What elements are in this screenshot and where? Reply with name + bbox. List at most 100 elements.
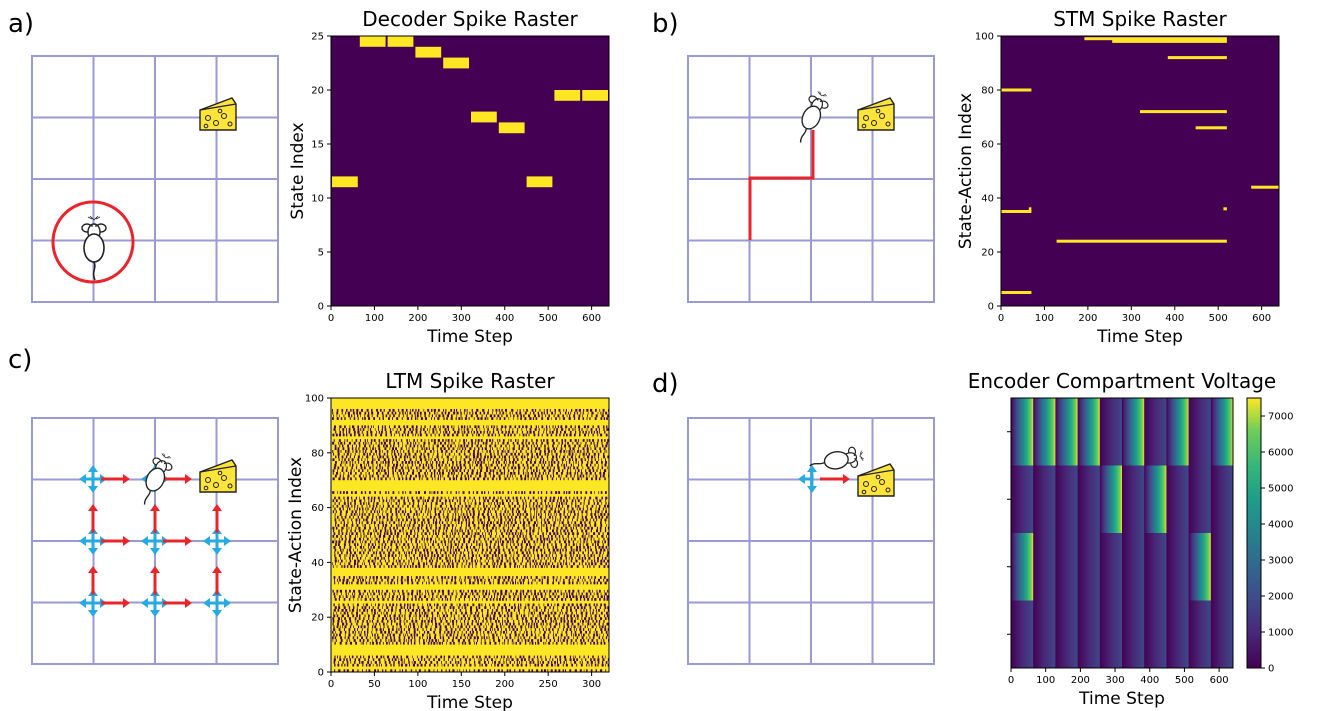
spike-gap <box>488 633 490 637</box>
spike-gap <box>367 496 370 500</box>
spike-gap <box>351 439 353 442</box>
spike-gap <box>365 578 367 582</box>
spike-gap <box>542 535 544 538</box>
spike-gap <box>579 655 581 659</box>
spike-gap <box>374 581 377 585</box>
spike-gap <box>508 548 511 552</box>
spike-gap <box>508 608 511 612</box>
spike-gap <box>403 639 405 642</box>
spike-gap <box>351 491 353 494</box>
spike-gap <box>598 491 600 494</box>
spike-gap <box>391 513 394 516</box>
spike-gap <box>522 507 524 511</box>
spike-gap <box>418 669 421 672</box>
spike-gap <box>494 510 497 514</box>
spike-gap <box>338 532 340 535</box>
spike-gap <box>359 513 361 516</box>
spike-gap <box>475 474 477 478</box>
spike-gap <box>439 630 441 634</box>
spike-gap <box>354 658 356 662</box>
spike-gap <box>567 518 569 522</box>
spike-gap <box>391 611 392 615</box>
spike-gap <box>497 663 500 667</box>
spike-gap <box>425 507 427 511</box>
spike-gap <box>400 628 403 631</box>
spike-gap <box>597 452 600 456</box>
spike-gap <box>411 661 413 664</box>
spike-gap <box>439 636 442 640</box>
spike-gap <box>559 611 561 615</box>
spike-gap <box>473 524 476 527</box>
spike-gap <box>456 551 458 555</box>
spike-gap <box>450 504 452 508</box>
spike-gap <box>596 526 599 530</box>
spike-gap <box>334 518 337 522</box>
spike-gap <box>549 526 551 530</box>
spike-gap <box>503 661 505 664</box>
spike-gap <box>523 526 526 530</box>
spike-gap <box>545 655 547 659</box>
spike-gap <box>585 611 588 615</box>
spike-gap <box>367 507 369 511</box>
spike-gap <box>562 461 563 464</box>
spike-gap <box>492 603 495 607</box>
spike-gap <box>570 510 573 514</box>
spike-gap <box>399 562 401 566</box>
spike-gap <box>466 444 469 448</box>
spike-gap <box>516 507 519 511</box>
spike-gap <box>541 625 543 629</box>
spike-gap <box>348 633 351 637</box>
spike-gap <box>374 540 376 544</box>
spike-gap <box>478 658 480 662</box>
spike-gap <box>482 592 484 596</box>
spike-gap <box>544 606 547 609</box>
spike-gap <box>478 524 480 527</box>
spike-gap <box>358 529 361 533</box>
spike-gap <box>473 658 475 662</box>
spike-gap <box>332 589 334 593</box>
spike-gap <box>416 543 418 546</box>
spike-gap <box>436 444 439 448</box>
spike-gap <box>443 548 445 552</box>
spike-gap <box>546 532 547 535</box>
spike-gap <box>425 661 428 664</box>
spike-gap <box>433 556 435 560</box>
spike-gap <box>520 614 523 618</box>
spike-gap <box>403 559 405 563</box>
spike-gap <box>511 466 514 470</box>
spike-gap <box>334 551 336 555</box>
spike-gap <box>344 540 347 544</box>
spike-gap <box>345 469 348 472</box>
spike-gap <box>586 461 589 464</box>
spike-gap <box>544 614 547 618</box>
spike-gap <box>575 639 577 642</box>
spike-gap <box>463 540 466 544</box>
spike-gap <box>363 532 365 535</box>
spike-gap <box>587 548 589 552</box>
spike-gap <box>593 537 595 541</box>
spike-gap <box>536 510 538 514</box>
spike-gap <box>498 474 501 478</box>
spike-gap <box>440 655 443 659</box>
spike-gap <box>490 548 493 552</box>
spike-gap <box>552 471 554 475</box>
spike-gap <box>393 441 395 445</box>
spike-gap <box>364 598 367 601</box>
spike-gap <box>345 595 348 599</box>
spike-gap <box>358 452 360 456</box>
spike-gap <box>556 447 558 451</box>
spike-gap <box>425 504 427 508</box>
spike-gap <box>352 636 355 640</box>
spike-gap <box>397 537 398 541</box>
spike-gap <box>486 524 489 527</box>
spike-gap <box>548 554 550 557</box>
spike-gap <box>588 589 591 593</box>
spike-gap <box>512 458 515 462</box>
x-tick-label: 600 <box>582 313 601 324</box>
spike-gap <box>440 477 441 481</box>
spike-gap <box>586 543 589 546</box>
spike-gap <box>427 606 429 609</box>
x-tick-label: 100 <box>1035 313 1054 324</box>
spike-gap <box>535 617 538 620</box>
spike-gap <box>469 458 472 462</box>
